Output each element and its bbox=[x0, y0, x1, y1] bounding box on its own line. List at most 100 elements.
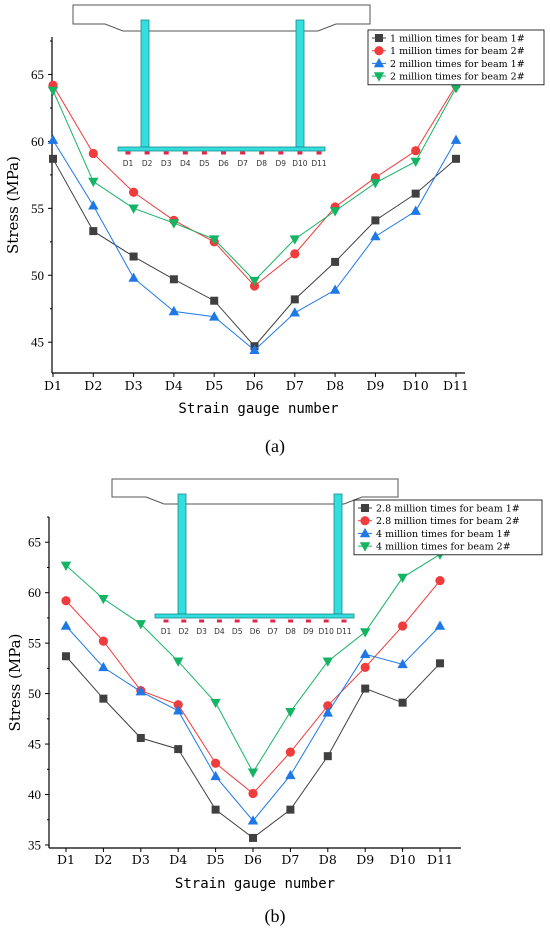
inset-gauge-marker bbox=[278, 151, 284, 155]
inset-gauge-marker bbox=[240, 151, 246, 155]
data-point bbox=[371, 216, 380, 225]
series-1 bbox=[49, 154, 460, 351]
legend-box bbox=[367, 29, 545, 86]
data-point bbox=[211, 758, 221, 768]
series-1 bbox=[62, 652, 444, 842]
x-tick-label: D8 bbox=[319, 852, 337, 867]
data-point bbox=[410, 157, 421, 167]
inset-gauge-label: D9 bbox=[303, 627, 314, 636]
legend: 2.8 million times for beam 1#2.8 million… bbox=[353, 499, 543, 556]
data-point bbox=[331, 257, 340, 266]
inset-gauge-label: D4 bbox=[180, 159, 191, 168]
x-tick-label: D10 bbox=[390, 852, 416, 867]
legend: 1 million times for beam 1#1 million tim… bbox=[367, 29, 545, 86]
x-tick-label: D8 bbox=[326, 378, 344, 393]
inset-gauge-label: D2 bbox=[142, 159, 153, 168]
data-point bbox=[435, 575, 445, 586]
data-point bbox=[360, 648, 371, 659]
x-tick-label: D11 bbox=[427, 852, 453, 867]
inset-gauge-label: D9 bbox=[276, 159, 287, 168]
data-point bbox=[88, 148, 98, 159]
inset-gauge-label: D3 bbox=[161, 159, 172, 168]
data-point bbox=[98, 636, 108, 646]
series-line bbox=[52, 87, 457, 282]
x-tick-label: D5 bbox=[207, 852, 225, 867]
y-tick-label: 65 bbox=[28, 535, 41, 550]
x-tick-label: D1 bbox=[44, 378, 62, 393]
inset-gauge-label: D7 bbox=[268, 627, 279, 636]
data-point bbox=[285, 747, 295, 757]
data-point bbox=[60, 561, 72, 571]
inset-gauge-marker bbox=[182, 151, 188, 155]
data-point bbox=[210, 770, 221, 781]
data-point bbox=[361, 684, 370, 693]
x-tick-label: D3 bbox=[125, 378, 143, 393]
y-axis-title: Stress (MPa) bbox=[4, 156, 22, 254]
x-tick-label: D2 bbox=[94, 852, 112, 867]
y-tick-label: 65 bbox=[31, 67, 44, 82]
inset-gauge-marker bbox=[144, 151, 150, 155]
data-point bbox=[49, 154, 57, 163]
inset-beam-diagram: D1 D2 D3 D4 D5 D6 D7 D8 D9 D10 D11 bbox=[72, 4, 371, 168]
legend-entry: 2 million times for beam 2# bbox=[390, 72, 525, 83]
inset-gauge-label: D3 bbox=[196, 627, 207, 636]
legend-swatch-marker bbox=[373, 57, 385, 68]
data-point bbox=[397, 658, 408, 669]
data-point bbox=[397, 573, 408, 584]
legend-entry: 1 million times for beam 1# bbox=[390, 34, 525, 45]
inset-gauge-marker bbox=[163, 619, 169, 623]
data-point bbox=[247, 815, 259, 825]
x-tick-label: D1 bbox=[57, 852, 75, 867]
data-point bbox=[285, 769, 296, 780]
data-point bbox=[61, 596, 71, 606]
data-point bbox=[410, 205, 421, 215]
inset-gauge-marker bbox=[252, 619, 258, 623]
legend-entry: 4 million times for beam 1# bbox=[376, 529, 511, 540]
data-point bbox=[174, 745, 183, 754]
inset-gauge-marker bbox=[201, 151, 207, 155]
data-point bbox=[128, 204, 139, 214]
series-3 bbox=[47, 134, 462, 355]
data-point bbox=[129, 252, 138, 261]
data-point bbox=[289, 307, 300, 317]
x-tick-label: D9 bbox=[356, 852, 374, 867]
inset-gauge-marker bbox=[199, 619, 205, 623]
inset-gauge-label: D5 bbox=[199, 159, 210, 168]
legend-swatch-marker bbox=[373, 72, 385, 82]
inset-gauge-label: D7 bbox=[237, 159, 248, 168]
data-point bbox=[209, 235, 220, 245]
inset-gauge-label: D11 bbox=[311, 159, 327, 168]
x-tick-label: D3 bbox=[132, 852, 150, 867]
data-point bbox=[290, 295, 299, 304]
data-point bbox=[360, 628, 371, 638]
data-point bbox=[210, 698, 221, 709]
inset-web-right bbox=[333, 493, 343, 615]
series-line bbox=[52, 84, 457, 287]
data-point bbox=[450, 84, 462, 94]
data-point bbox=[322, 707, 333, 717]
y-tick-label: 55 bbox=[28, 636, 41, 651]
data-point bbox=[286, 805, 295, 814]
legend-swatch-marker bbox=[360, 516, 370, 526]
data-point bbox=[98, 594, 109, 605]
panel-label-a: (a) bbox=[265, 436, 285, 456]
legend-swatch-marker bbox=[359, 527, 371, 538]
data-point bbox=[329, 284, 341, 294]
data-point bbox=[411, 189, 420, 198]
inset-gauge-marker bbox=[323, 619, 329, 623]
inset-gauge-label: D1 bbox=[123, 159, 134, 168]
inset-gauge-marker bbox=[288, 619, 294, 623]
data-point bbox=[450, 134, 462, 144]
data-point bbox=[323, 701, 333, 711]
legend-entry: 2.8 million times for beam 1# bbox=[376, 504, 520, 515]
legend-entry: 4 million times for beam 2# bbox=[376, 542, 511, 553]
y-tick-label: 35 bbox=[28, 837, 41, 852]
x-tick-label: D5 bbox=[205, 378, 223, 393]
y-axis-title: Stress (MPa) bbox=[6, 634, 24, 732]
inset-gauge-label: D10 bbox=[292, 159, 308, 168]
inset-gauge-marker bbox=[216, 619, 222, 623]
inset-web-left bbox=[177, 493, 187, 615]
y-tick-label: 60 bbox=[28, 585, 41, 600]
data-point bbox=[129, 187, 139, 197]
x-axis-title: Strain gauge number bbox=[178, 401, 338, 417]
